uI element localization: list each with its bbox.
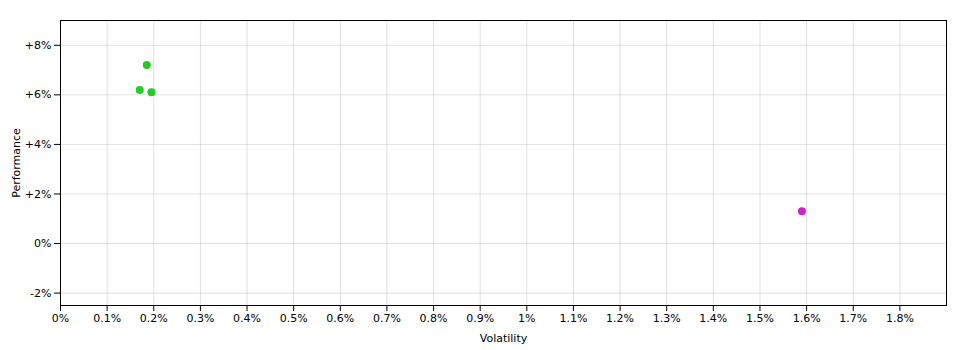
svg-text:0.4%: 0.4% xyxy=(233,312,261,325)
svg-text:0.8%: 0.8% xyxy=(420,312,448,325)
svg-text:+4%: +4% xyxy=(25,138,52,151)
svg-text:0.7%: 0.7% xyxy=(373,312,401,325)
svg-text:0%: 0% xyxy=(52,312,69,325)
svg-text:+2%: +2% xyxy=(25,187,52,200)
svg-text:1.2%: 1.2% xyxy=(606,312,634,325)
svg-text:1.6%: 1.6% xyxy=(793,312,821,325)
svg-text:Performance: Performance xyxy=(10,128,23,198)
svg-text:+6%: +6% xyxy=(25,88,52,101)
svg-text:1.5%: 1.5% xyxy=(746,312,774,325)
svg-text:0.9%: 0.9% xyxy=(466,312,494,325)
svg-text:1%: 1% xyxy=(518,312,535,325)
svg-text:+8%: +8% xyxy=(25,39,52,52)
svg-text:-2%: -2% xyxy=(30,287,51,300)
svg-text:0%: 0% xyxy=(34,237,51,250)
svg-text:Volatility: Volatility xyxy=(480,332,528,345)
svg-text:1.7%: 1.7% xyxy=(839,312,867,325)
svg-text:1.1%: 1.1% xyxy=(559,312,587,325)
svg-text:0.2%: 0.2% xyxy=(140,312,168,325)
svg-text:0.5%: 0.5% xyxy=(280,312,308,325)
svg-text:0.3%: 0.3% xyxy=(186,312,214,325)
svg-text:1.8%: 1.8% xyxy=(886,312,914,325)
svg-text:1.3%: 1.3% xyxy=(653,312,681,325)
svg-text:1.4%: 1.4% xyxy=(699,312,727,325)
svg-text:0.1%: 0.1% xyxy=(93,312,121,325)
svg-text:0.6%: 0.6% xyxy=(326,312,354,325)
